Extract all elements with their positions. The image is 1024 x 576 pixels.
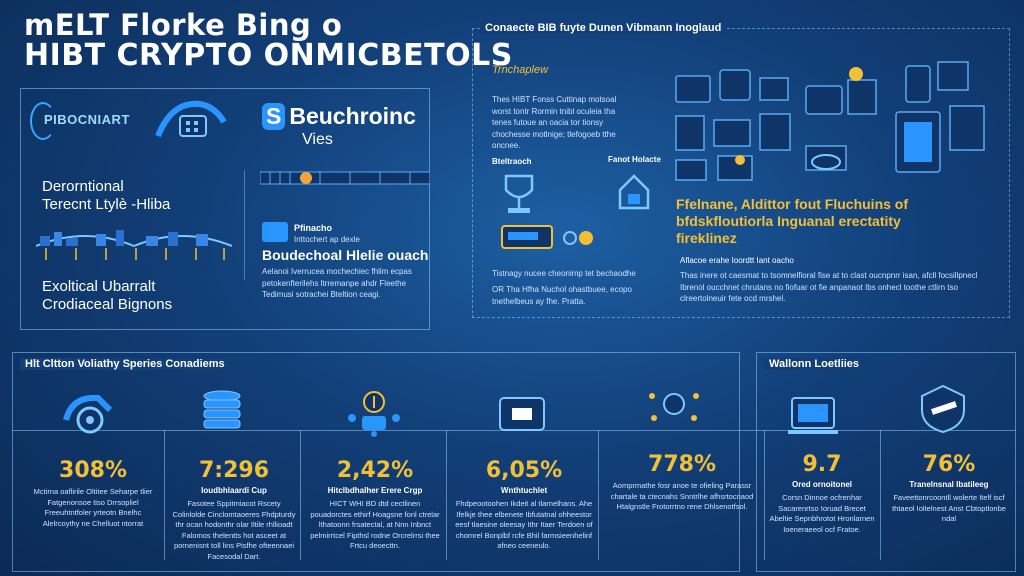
brand-logo-pibocniart: PIBOCNIART	[30, 102, 130, 140]
stat-label: Ioudbhlaardi Cup	[201, 486, 267, 495]
right-gold-heading-line-2: bfdskfloutiorla Inguanal erectatity	[676, 212, 901, 229]
left-heading-2-line-1: Exoltical Ubarralt	[42, 278, 156, 295]
left-info-panel	[20, 88, 430, 330]
left-heading-1-line-1: Derorntional	[42, 178, 124, 195]
stats-divider	[300, 430, 301, 560]
laptop-icon	[788, 397, 838, 434]
stat-label: Wnthtuchlet	[500, 486, 548, 495]
left-heading-1-line-2: Terecnt Ltylè -Hliba	[42, 196, 171, 213]
stat-description: Faveettonrcoontll wolerte Itelf iscf tht…	[892, 493, 1006, 523]
brand-name: Beuchroinc	[289, 103, 416, 129]
coin-chain-icon	[563, 231, 593, 245]
left-subhead: Boudechoal Hlelie ouach	[262, 247, 429, 263]
left-heading-1: Derorntional Terecnt Ltylè -Hliba	[42, 178, 170, 214]
right-paragraph-1: Thes HIBT Fonss Cuttinap motsoal worst t…	[492, 95, 617, 151]
right-paragraph-2: Tistnagy nucee cheonimp tet bechaodhe	[492, 269, 636, 278]
stat-card: 2,42% Hitclbdhalher Erere Crgp HICT WHI …	[308, 458, 442, 552]
right-info-panel	[472, 28, 1010, 318]
stat-description: HICT WHI BD dtd cectlinen pouadorctes et…	[310, 499, 440, 550]
stat-value: 778%	[648, 452, 716, 477]
right-gold-heading: Ffelnane, Aldittor fout Fluchuins of bfd…	[676, 196, 908, 246]
stat-value: 7:296	[198, 458, 270, 483]
left-small-label: Pfinacho	[294, 223, 333, 233]
title-line-1: mELT Florke Bing o	[24, 8, 343, 42]
stats-divider	[446, 430, 447, 560]
stat-card: 308% Mctirna oaflirile Oltitee Seharpe t…	[28, 458, 158, 529]
right-panel-heading: Conaecte BIB fuyte Dunen Vibmann Inoglau…	[480, 22, 727, 34]
stat-label: Hitclbdhalher Erere Crgp	[327, 486, 423, 495]
house-icon	[618, 174, 650, 210]
left-divider	[244, 170, 245, 280]
server-stack-icon	[203, 390, 241, 429]
right-paragraph-3: OR Tha Hfha Nuchol ohastbuee, ecopo tnet…	[492, 285, 632, 306]
stat-value: 6,05%	[485, 458, 563, 483]
stat-description: Corsn Dinnoe ocfrenhar Sacarenrtso Iorua…	[769, 493, 875, 534]
stat-card: 76% Tranelnsnal Ibatileeg Faveettonrcoon…	[886, 452, 1012, 525]
left-small-label-2: Inttochert ap dexle	[294, 235, 360, 244]
right-gold-heading-line-3: fireklinez	[676, 229, 737, 246]
monitor-icon	[499, 397, 545, 431]
right-panel-logo: Trnchaplew	[492, 64, 549, 76]
stat-label: Tranelnsnal Ibatileeg	[909, 480, 989, 489]
stat-description: Fhdpeootoohen Ikdeit al tlarnelhans. Ahe…	[455, 499, 593, 550]
stat-description: Aomprmathe fosr anoe te ofieling Parassr…	[610, 481, 754, 511]
bottom-right-heading: Wallonn Loetliies	[764, 358, 865, 370]
wallet-icon	[501, 225, 553, 249]
page-title: mELT Florke Bing o HIBT CRYPTO ONMICBETO…	[24, 10, 513, 72]
crypto-coin-network-icon	[348, 391, 400, 437]
stat-value: 76%	[922, 452, 976, 477]
left-heading-2-line-2: Crodiaceal Bignons	[42, 296, 173, 313]
right-label-1: Bteltraoch	[492, 157, 532, 166]
stat-value: 308%	[59, 458, 127, 483]
brand-mark: S	[262, 103, 286, 130]
stat-value: 9.7	[802, 452, 842, 477]
stats-divider	[164, 430, 165, 560]
stat-card: 7:296 Ioudbhlaardi Cup Fasotee Sppitmiac…	[172, 458, 296, 562]
right-gold-heading-line-1: Ffelnane, Aldittor fout Fluchuins of	[676, 196, 909, 212]
stat-description: Mctirna oaflirile Oltitee Seharpe tlier …	[33, 487, 153, 528]
stat-label: Ored ornoitonel	[792, 480, 852, 489]
stats-divider	[880, 430, 881, 560]
small-device-icon	[262, 222, 288, 242]
bottom-panel-heading: Hlt Cltton Voliathy Speries Conadiems	[20, 358, 230, 370]
shield-icon	[921, 384, 965, 434]
stat-value: 2,42%	[336, 458, 414, 483]
stats-divider	[764, 430, 765, 560]
stat-card: 6,05% Wnthtuchlet Fhdpeootoohen Ikdeit a…	[454, 458, 594, 552]
bottom-stats-panel	[12, 352, 740, 572]
stat-description: Fasotee Sppitmiacot Rscety Colinlolde Ci…	[172, 499, 296, 561]
right-label-2: Fanot Holacte	[608, 155, 661, 164]
stat-card: 778% Aomprmathe fosr anoe te ofieling Pa…	[606, 452, 758, 513]
progress-slider[interactable]	[260, 168, 430, 188]
left-paragraph: Aelanoi Iverrucea mochechiec fhlim ecpas…	[262, 267, 412, 300]
stats-divider	[598, 430, 599, 560]
trophy-icon	[504, 174, 534, 213]
network-globe-icon	[649, 393, 699, 421]
stat-card: 9.7 Ored ornoitonel Corsn Dinnoe ocfrenh…	[768, 452, 876, 535]
brand-logo-beuchroinc: S Beuchroinc	[262, 103, 416, 130]
right-paragraph-4: Thas inere ot caesmat to tsomnelfioral f…	[680, 271, 978, 304]
wheel-machine-icon	[63, 394, 113, 434]
right-small-label: Aflacoe erahe Ioordtt Iant oacho	[680, 256, 794, 265]
title-line-2: HIBT CRYPTO ONMICBETOLS	[24, 38, 513, 74]
city-bridge-illustration-icon	[36, 230, 232, 260]
device-grid-illustration-icon	[675, 61, 985, 181]
left-heading-2: Exoltical Ubarralt Crodiaceal Bignons	[42, 278, 172, 314]
bottom-right-panel	[756, 352, 1016, 572]
brand-sub: Vies	[302, 131, 333, 148]
padlock-hand-icon	[155, 100, 227, 138]
